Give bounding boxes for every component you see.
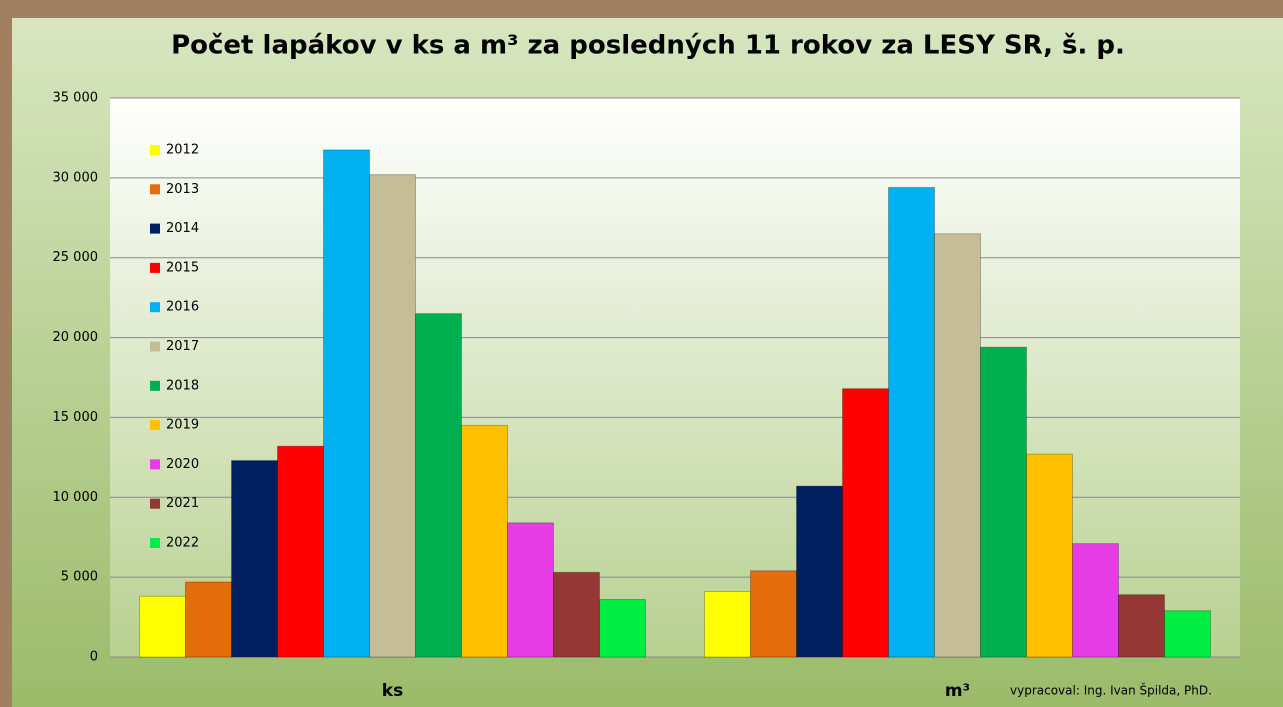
y-tick-label: 30 000: [53, 170, 99, 185]
bar: [980, 346, 1027, 658]
legend-label: 2016: [166, 300, 199, 315]
bar: [1026, 453, 1073, 658]
legend-swatch: [150, 184, 160, 195]
bar: [1072, 543, 1119, 658]
legend-label: 2013: [166, 182, 199, 197]
y-tick-label: 15 000: [53, 410, 99, 425]
legend-swatch: [150, 223, 160, 234]
bar: [323, 149, 370, 658]
bar: [369, 174, 416, 658]
bar: [934, 233, 981, 658]
bar: [599, 599, 646, 658]
credit: vypracoval: Ing. Ivan Špilda, PhD.: [1010, 683, 1212, 698]
y-tick-label: 20 000: [53, 330, 99, 345]
legend-label: 2018: [166, 378, 199, 393]
legend-label: 2019: [166, 418, 199, 433]
x-tick-label: ks: [382, 681, 403, 701]
bar: [185, 581, 232, 658]
legend-label: 2022: [166, 536, 199, 551]
bar: [842, 388, 889, 658]
bar: [888, 186, 935, 658]
legend-swatch: [150, 538, 160, 548]
legend-label: 2012: [166, 143, 199, 158]
bar: [415, 313, 462, 658]
bar: [553, 571, 600, 658]
legend-label: 2015: [166, 260, 199, 275]
legend-swatch: [150, 302, 160, 313]
legend-label: 2021: [166, 496, 199, 511]
legend-swatch: [150, 420, 160, 431]
legend-label: 2020: [166, 457, 199, 472]
bar: [1118, 594, 1165, 658]
y-tick-label: 35 000: [53, 91, 99, 106]
y-tick-label: 5 000: [61, 570, 98, 585]
legend-swatch: [150, 380, 160, 391]
legend-swatch: [150, 498, 160, 509]
legend-label: 2014: [166, 221, 199, 236]
y-tick-label: 10 000: [53, 490, 99, 505]
legend-swatch: [150, 459, 160, 470]
x-tick-label: m³: [945, 681, 970, 701]
bar: [1164, 610, 1211, 658]
bar: [704, 591, 751, 658]
bar: [507, 522, 554, 658]
legend-swatch: [150, 341, 160, 352]
chart-title: Počet lapákov v ks a m³ za posledných 11…: [171, 31, 1125, 61]
bar: [461, 424, 508, 658]
bar: [750, 570, 797, 658]
bar: [231, 460, 278, 658]
legend-swatch: [150, 262, 160, 273]
y-tick-label: 25 000: [53, 250, 99, 265]
legend-label: 2017: [166, 339, 199, 354]
bar: [277, 445, 324, 658]
bar: [796, 485, 843, 658]
legend-swatch: [150, 145, 160, 155]
bar: [139, 595, 186, 658]
y-tick-label: 0: [90, 650, 98, 665]
